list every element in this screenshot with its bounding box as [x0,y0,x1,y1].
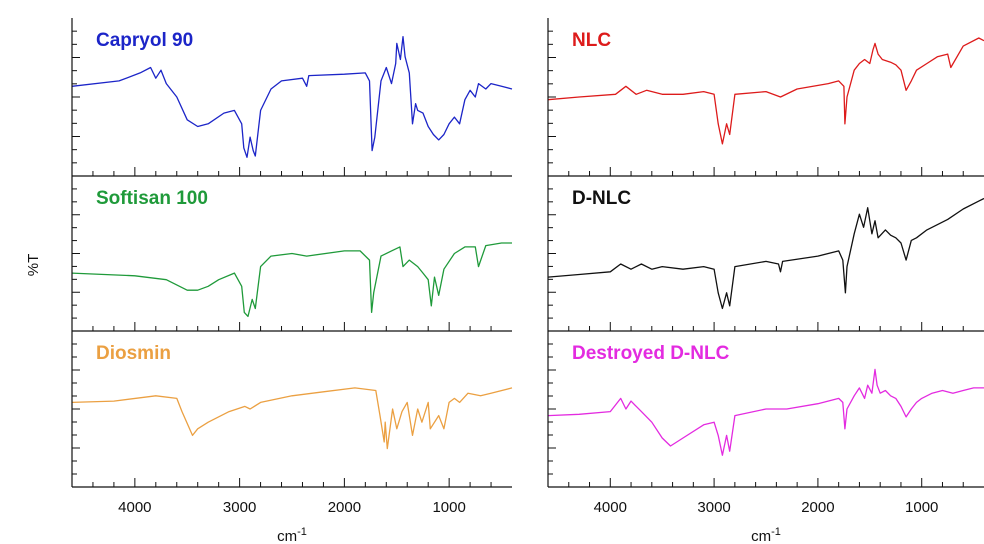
y-axis-label: %T [25,254,42,277]
spectrum-line-caprylol [71,36,513,158]
x-tick-label: 4000 [594,499,627,516]
panel-dnlc: D-NLC [547,188,984,332]
x-tick-label: 4000 [118,499,151,516]
panel-destroyed: 4000 3000 2000 1000 Destroyed D-NLC [547,343,984,516]
panel-title-dnlc: D-NLC [572,188,631,209]
spectrum-line-softisan [71,242,512,318]
x-tick-label: 2000 [328,499,361,516]
x-axis-label-left: cm-1 [277,526,307,544]
panel-title-nlc: NLC [572,30,611,51]
x-tick-label: 3000 [223,499,256,516]
spectrum-line-dnlc [547,197,984,310]
panel-title-caprylol: Capryol 90 [96,30,193,51]
x-axis-label-right: cm-1 [751,526,781,544]
x-tick-label: 1000 [905,499,938,516]
panel-nlc: NLC [547,30,984,177]
spectrum-line-destroyed [547,368,984,456]
panel-caprylol: Capryol 90 [71,30,513,177]
panel-title-softisan: Softisan 100 [96,188,208,209]
x-tick-label: 1000 [432,499,465,516]
panel-softisan: Softisan 100 [71,188,512,332]
x-tick-label: 3000 [697,499,730,516]
panel-title-destroyed: Destroyed D-NLC [572,343,730,364]
panels-layer: Capryol 90 Softisan 100 4000 3000 2000 1000 Di… [71,30,984,516]
panel-diosmin: 4000 3000 2000 1000 Diosmin [71,343,513,516]
spectrum-line-nlc [547,37,984,145]
spectrum-line-diosmin [71,387,513,450]
panel-title-diosmin: Diosmin [96,343,171,364]
x-tick-label: 2000 [801,499,834,516]
axes-layer [71,18,549,487]
